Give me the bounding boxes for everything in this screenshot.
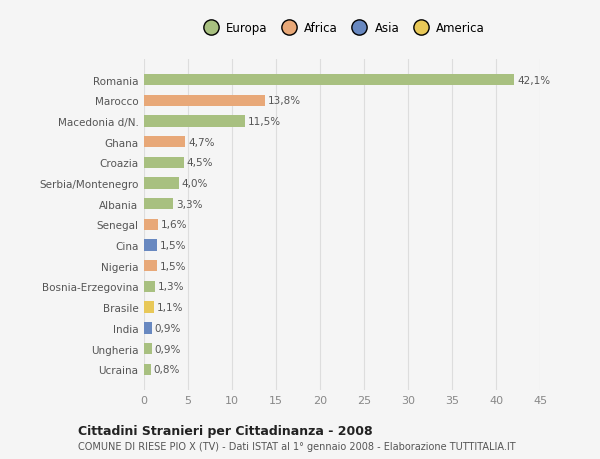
Bar <box>144 199 173 210</box>
Text: 4,5%: 4,5% <box>186 158 213 168</box>
Text: 1,6%: 1,6% <box>161 220 187 230</box>
Bar <box>144 323 152 334</box>
Bar <box>144 95 265 106</box>
Text: 1,5%: 1,5% <box>160 261 187 271</box>
Text: 0,8%: 0,8% <box>154 364 180 375</box>
Text: COMUNE DI RIESE PIO X (TV) - Dati ISTAT al 1° gennaio 2008 - Elaborazione TUTTIT: COMUNE DI RIESE PIO X (TV) - Dati ISTAT … <box>78 441 515 451</box>
Text: 0,9%: 0,9% <box>155 323 181 333</box>
Text: Cittadini Stranieri per Cittadinanza - 2008: Cittadini Stranieri per Cittadinanza - 2… <box>78 424 373 437</box>
Text: 1,5%: 1,5% <box>160 241 187 251</box>
Text: 4,7%: 4,7% <box>188 137 215 147</box>
Bar <box>144 116 245 127</box>
Bar <box>144 364 151 375</box>
Bar <box>144 75 514 86</box>
Text: 11,5%: 11,5% <box>248 117 281 127</box>
Bar <box>144 343 152 354</box>
Text: 13,8%: 13,8% <box>268 96 301 106</box>
Text: 4,0%: 4,0% <box>182 179 208 189</box>
Bar <box>144 219 158 230</box>
Bar <box>144 302 154 313</box>
Text: 1,1%: 1,1% <box>157 302 183 313</box>
Bar <box>144 281 155 292</box>
Text: 0,9%: 0,9% <box>155 344 181 354</box>
Bar <box>144 178 179 189</box>
Text: 3,3%: 3,3% <box>176 199 202 209</box>
Bar <box>144 157 184 168</box>
Bar <box>144 137 185 148</box>
Bar <box>144 240 157 251</box>
Text: 1,3%: 1,3% <box>158 282 185 292</box>
Legend: Europa, Africa, Asia, America: Europa, Africa, Asia, America <box>197 19 487 37</box>
Bar <box>144 261 157 272</box>
Text: 42,1%: 42,1% <box>517 75 550 85</box>
